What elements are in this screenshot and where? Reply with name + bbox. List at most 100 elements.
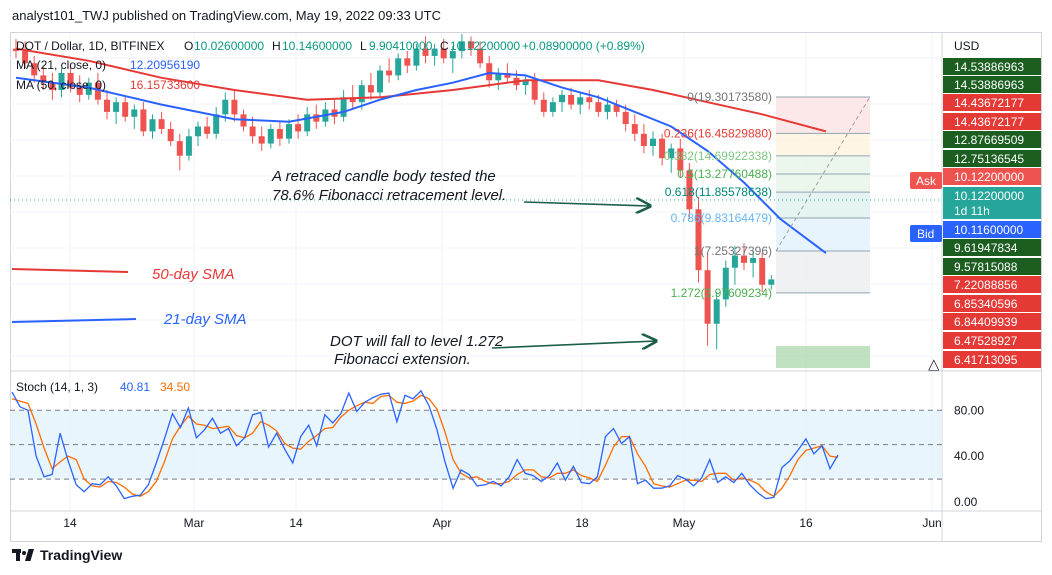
- time-axis-label: 16: [799, 516, 813, 530]
- candle-body: [176, 141, 183, 156]
- fibonacci-level-labels: 0(19.30173580) 0.236(16.45829880) 0.382(14…: [664, 90, 772, 300]
- warning-icon: △: [928, 356, 940, 373]
- price-axis-label: 12.87669509: [954, 133, 1024, 147]
- candle-body: [568, 94, 575, 105]
- candle-body: [85, 82, 92, 95]
- ma50-legend-label: MA (50, close, 0): [16, 78, 106, 92]
- sma-21-line: [15, 71, 827, 254]
- candle-body: [659, 138, 666, 159]
- candle-body: [349, 97, 356, 103]
- candle-body: [631, 124, 638, 134]
- candle-body: [495, 72, 502, 81]
- fib-note-line-1: A retraced candle body tested the: [271, 168, 496, 185]
- time-axis-label: Apr: [433, 516, 452, 530]
- candle-body: [413, 48, 420, 66]
- price-axis-tag: [943, 221, 1041, 238]
- candle-body: [477, 48, 484, 64]
- candle-body: [340, 97, 347, 117]
- ohlc-c-value: 10.12200000: [450, 39, 520, 53]
- candle-body: [504, 72, 511, 78]
- candle-body: [49, 82, 56, 90]
- candle-body: [486, 63, 493, 81]
- fibonacci-trend-line: [775, 96, 871, 252]
- fib-zone: [776, 173, 870, 193]
- candle-body: [313, 114, 320, 122]
- price-change: +0.08900000 (+0.89%): [522, 39, 645, 53]
- candle-body: [531, 80, 538, 100]
- ask-tag: [910, 172, 942, 189]
- price-axis-label: 6.84409939: [954, 315, 1018, 329]
- candle-body: [741, 255, 747, 263]
- stoch-axis-label: 80.00: [954, 403, 984, 417]
- price-axis-tag: [943, 58, 1041, 75]
- bid-tag-label: Bid: [917, 227, 934, 241]
- candle-body: [195, 126, 201, 137]
- candle-body: [395, 58, 402, 76]
- time-axis-label: May: [673, 516, 696, 530]
- stoch-k-line: [11, 389, 839, 500]
- candle-body: [231, 99, 238, 115]
- price-axis-label: 10.12200000: [954, 170, 1024, 184]
- candle-body: [586, 97, 593, 103]
- price-axis-label: 6.47528927: [954, 334, 1018, 348]
- price-axis-tag: [943, 258, 1041, 275]
- candle-body: [140, 109, 147, 132]
- chart-frame: [10, 32, 1042, 542]
- ext-note-line-1: DOT will fall to level 1.272: [330, 333, 504, 350]
- price-axis-label: 9.61947834: [954, 241, 1018, 255]
- price-axis-label: 1d 11h: [954, 204, 990, 218]
- candle-body: [204, 126, 211, 134]
- candle-body: [449, 51, 456, 59]
- price-axis-label: 9.57815088: [954, 260, 1018, 274]
- candle-body: [13, 48, 19, 52]
- candle-body: [222, 99, 229, 115]
- time-axis-label: Mar: [184, 516, 205, 530]
- candle-body: [613, 104, 620, 112]
- ohlc-l-value: 9.90410000: [369, 39, 433, 53]
- price-axis-tag: [943, 113, 1041, 130]
- price-axis-labels: 14.53886963 14.53886963 14.43672177 14.4367…: [943, 58, 1041, 368]
- candle-body: [422, 48, 429, 56]
- price-axis-label: 10.12200000: [954, 189, 1024, 203]
- candle-body: [722, 267, 729, 300]
- candle-body: [131, 109, 138, 117]
- candle-body: [559, 94, 565, 103]
- sma-50-annotation: 50-day SMA: [152, 266, 235, 283]
- candle-body: [604, 104, 611, 112]
- time-axis-label: Jun: [922, 516, 941, 530]
- candle-body: [458, 41, 465, 52]
- price-axis-tag: [943, 76, 1041, 93]
- candle-body: [276, 128, 283, 139]
- price-axis-label: 14.53886963: [954, 60, 1024, 74]
- candle-body: [431, 48, 438, 56]
- currency-label: USD: [954, 39, 980, 53]
- candle-body: [367, 85, 374, 93]
- fibonacci-zones: [776, 96, 870, 368]
- price-axis-tag: [943, 239, 1041, 256]
- sma-21-legend-line: [11, 318, 137, 323]
- candle-body: [386, 70, 393, 76]
- fib-zone: [776, 133, 870, 156]
- fib-level-label: 0.236(16.45829880): [664, 126, 772, 140]
- price-axis-tag: [943, 168, 1041, 185]
- stoch-axis-label: 0.00: [954, 495, 978, 509]
- price-axis-label: 7.22088856: [954, 278, 1018, 292]
- price-axis-label: 12.75136545: [954, 152, 1024, 166]
- candle-body: [167, 128, 174, 142]
- candle-body: [468, 41, 474, 49]
- ohlc-h-label: H: [272, 39, 281, 53]
- candle-body: [295, 124, 302, 132]
- fib-level-label: 0.382(14.69922338): [664, 149, 772, 163]
- bid-tag: [910, 225, 942, 242]
- time-axis-label: 14: [63, 516, 77, 530]
- ohlc-o-value: 10.02600000: [194, 39, 264, 53]
- candle-body: [768, 279, 775, 285]
- candle-body: [267, 128, 274, 144]
- time-axis-label: 14: [289, 516, 303, 530]
- candle-body: [76, 87, 83, 95]
- candle-body: [540, 99, 547, 112]
- candle-body: [286, 124, 292, 139]
- fib-level-label: 1.272(3.97609234): [671, 286, 772, 300]
- fib-zone: [776, 218, 870, 251]
